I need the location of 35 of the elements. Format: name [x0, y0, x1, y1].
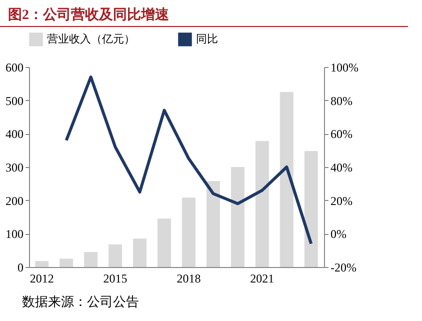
bar: [60, 258, 74, 267]
line-series: [64, 76, 313, 246]
legend-label: 营业收入（亿元）: [47, 32, 135, 46]
y-tick-label: 500: [6, 94, 24, 108]
source-note: 数据来源：公司公告: [21, 293, 140, 311]
y2-tick-label: 0%: [330, 227, 346, 242]
bar: [304, 151, 318, 267]
y2-tick-label: 20%: [330, 194, 352, 208]
chart-title: 图2：公司营收及同比增速: [0, 0, 408, 27]
y-tick-label: 400: [6, 127, 24, 142]
y-tick-label: 600: [6, 60, 24, 74]
bar: [84, 252, 98, 267]
y2-tick-label: -20%: [330, 260, 356, 274]
x-tick-label: 2012: [30, 272, 54, 286]
y-tick-label: 300: [6, 160, 24, 174]
legend-label: 同比: [196, 32, 218, 46]
bar: [133, 238, 147, 267]
y2-tick-label: 100%: [330, 60, 358, 74]
x-tick-label: 2015: [103, 272, 128, 286]
x-tick-label: 2021: [250, 272, 274, 286]
y2-tick-label: 40%: [330, 160, 352, 174]
bar: [230, 167, 244, 267]
bar: [255, 141, 269, 267]
bar: [206, 181, 220, 267]
x-tick-label: 2018: [176, 272, 201, 286]
bar: [108, 244, 122, 267]
bar: [182, 198, 196, 267]
y-tick-label: 200: [6, 194, 24, 208]
bar: [280, 92, 294, 267]
y2-tick-label: 60%: [330, 127, 352, 142]
bar: [158, 218, 171, 267]
y-tick-label: 0: [18, 260, 24, 274]
y-tick-label: 100: [6, 227, 24, 242]
bar: [35, 261, 49, 267]
y2-tick-label: 80%: [330, 94, 352, 108]
